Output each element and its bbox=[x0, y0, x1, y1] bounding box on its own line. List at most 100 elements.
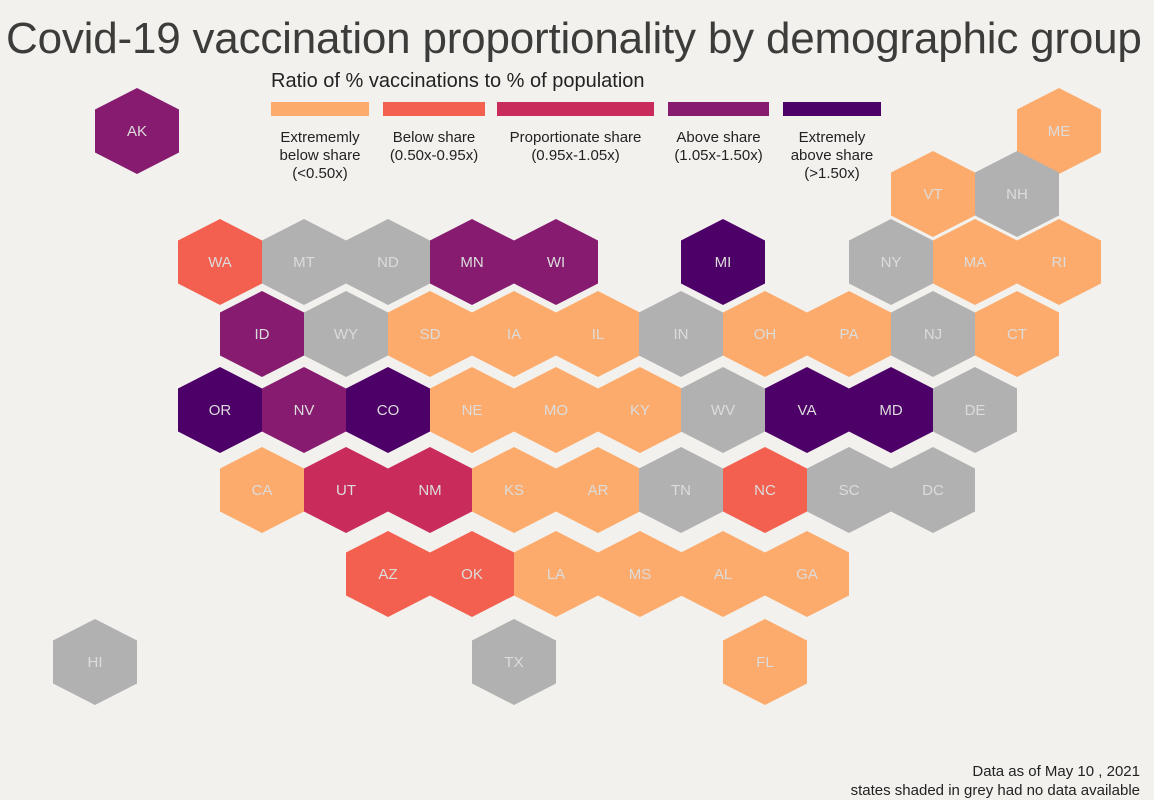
state-label-ca: CA bbox=[252, 482, 273, 499]
caption-date: Data as of May 10 , 2021 bbox=[972, 763, 1140, 780]
state-hex-ca bbox=[220, 447, 304, 533]
chart-title: Covid-19 vaccination proportionality by … bbox=[6, 14, 1142, 63]
state-hex-ne bbox=[430, 367, 514, 453]
state-label-hi: HI bbox=[88, 654, 103, 671]
state-label-nm: NM bbox=[418, 482, 441, 499]
state-hex-nd bbox=[346, 219, 430, 305]
state-label-or: OR bbox=[209, 402, 232, 419]
state-label-mi: MI bbox=[715, 254, 732, 271]
state-hex-or bbox=[178, 367, 262, 453]
state-hex-al bbox=[681, 531, 765, 617]
state-label-wv: WV bbox=[711, 402, 735, 419]
legend-swatch-proportionate bbox=[497, 102, 654, 116]
state-label-me: ME bbox=[1048, 123, 1071, 140]
state-hex-wa bbox=[178, 219, 262, 305]
state-hex-ma bbox=[933, 219, 1017, 305]
state-hex-nm bbox=[388, 447, 472, 533]
state-label-az: AZ bbox=[378, 566, 397, 583]
state-label-sd: SD bbox=[420, 326, 441, 343]
legend-swatch-extremely-above bbox=[783, 102, 881, 116]
state-label-ri: RI bbox=[1052, 254, 1067, 271]
state-label-id: ID bbox=[255, 326, 270, 343]
state-hex-il bbox=[556, 291, 640, 377]
state-label-fl: FL bbox=[756, 654, 774, 671]
state-label-ga: GA bbox=[796, 566, 818, 583]
state-label-nh: NH bbox=[1006, 186, 1028, 203]
state-hex-co bbox=[346, 367, 430, 453]
legend-label-below: Below share (0.50x-0.95x) bbox=[389, 129, 479, 164]
state-label-ks: KS bbox=[504, 482, 524, 499]
state-label-nd: ND bbox=[377, 254, 399, 271]
legend-swatch-below bbox=[383, 102, 485, 116]
state-hex-ak bbox=[95, 88, 179, 174]
state-hex-nv bbox=[262, 367, 346, 453]
legend-label-extremely-below: Extrememly below share (<0.50x) bbox=[279, 129, 361, 182]
state-hex-in bbox=[639, 291, 723, 377]
state-hex-la bbox=[514, 531, 598, 617]
state-hex-de bbox=[933, 367, 1017, 453]
state-label-mt: MT bbox=[293, 254, 315, 271]
state-hex-nc bbox=[723, 447, 807, 533]
state-hex-fl bbox=[723, 619, 807, 705]
state-label-in: IN bbox=[674, 326, 689, 343]
state-hex-sd bbox=[388, 291, 472, 377]
state-hex-mn bbox=[430, 219, 514, 305]
state-hex-ri bbox=[1017, 219, 1101, 305]
legend-swatch-extremely-below bbox=[271, 102, 369, 116]
state-label-nj: NJ bbox=[924, 326, 942, 343]
state-hex-wi bbox=[514, 219, 598, 305]
state-label-ar: AR bbox=[588, 482, 609, 499]
state-label-wa: WA bbox=[208, 254, 232, 271]
state-hex-mt bbox=[262, 219, 346, 305]
state-hex-nj bbox=[891, 291, 975, 377]
state-label-ak: AK bbox=[127, 123, 147, 140]
state-label-ne: NE bbox=[462, 402, 483, 419]
state-hex-ks bbox=[472, 447, 556, 533]
state-hex-pa bbox=[807, 291, 891, 377]
state-label-vt: VT bbox=[923, 186, 942, 203]
state-label-pa: PA bbox=[840, 326, 859, 343]
state-label-la: LA bbox=[547, 566, 565, 583]
state-label-de: DE bbox=[965, 402, 986, 419]
state-label-ct: CT bbox=[1007, 326, 1027, 343]
state-label-il: IL bbox=[592, 326, 605, 343]
state-hex-id bbox=[220, 291, 304, 377]
state-label-ut: UT bbox=[336, 482, 356, 499]
state-hex-vt bbox=[891, 151, 975, 237]
state-hex-ia bbox=[472, 291, 556, 377]
state-label-mn: MN bbox=[460, 254, 483, 271]
state-hex-mo bbox=[514, 367, 598, 453]
state-hex-nh bbox=[975, 151, 1059, 237]
state-label-tx: TX bbox=[504, 654, 523, 671]
state-label-mo: MO bbox=[544, 402, 568, 419]
state-label-nv: NV bbox=[294, 402, 315, 419]
state-hex-me bbox=[1017, 88, 1101, 174]
state-label-ok: OK bbox=[461, 566, 483, 583]
legend-label-proportionate: Proportionate share (0.95x-1.05x) bbox=[509, 129, 642, 164]
state-label-sc: SC bbox=[839, 482, 860, 499]
state-label-ma: MA bbox=[964, 254, 987, 271]
state-label-nc: NC bbox=[754, 482, 776, 499]
state-label-ny: NY bbox=[881, 254, 902, 271]
state-label-ky: KY bbox=[630, 402, 650, 419]
state-label-dc: DC bbox=[922, 482, 944, 499]
state-hex-oh bbox=[723, 291, 807, 377]
state-hex-ny bbox=[849, 219, 933, 305]
state-hex-ok bbox=[430, 531, 514, 617]
state-label-co: CO bbox=[377, 402, 400, 419]
legend-label-extremely-above: Extremely above share (>1.50x) bbox=[790, 129, 874, 182]
state-label-wy: WY bbox=[334, 326, 358, 343]
legend-label-above: Above share (1.05x-1.50x) bbox=[674, 129, 763, 164]
state-label-al: AL bbox=[714, 566, 732, 583]
state-hex-tx bbox=[472, 619, 556, 705]
state-hex-ga bbox=[765, 531, 849, 617]
state-hex-ms bbox=[598, 531, 682, 617]
state-hex-ar bbox=[556, 447, 640, 533]
state-hex-tn bbox=[639, 447, 723, 533]
state-hex-ky bbox=[598, 367, 682, 453]
state-hex-az bbox=[346, 531, 430, 617]
legend-title: Ratio of % vaccinations to % of populati… bbox=[271, 70, 645, 92]
state-hex-va bbox=[765, 367, 849, 453]
state-hex-md bbox=[849, 367, 933, 453]
